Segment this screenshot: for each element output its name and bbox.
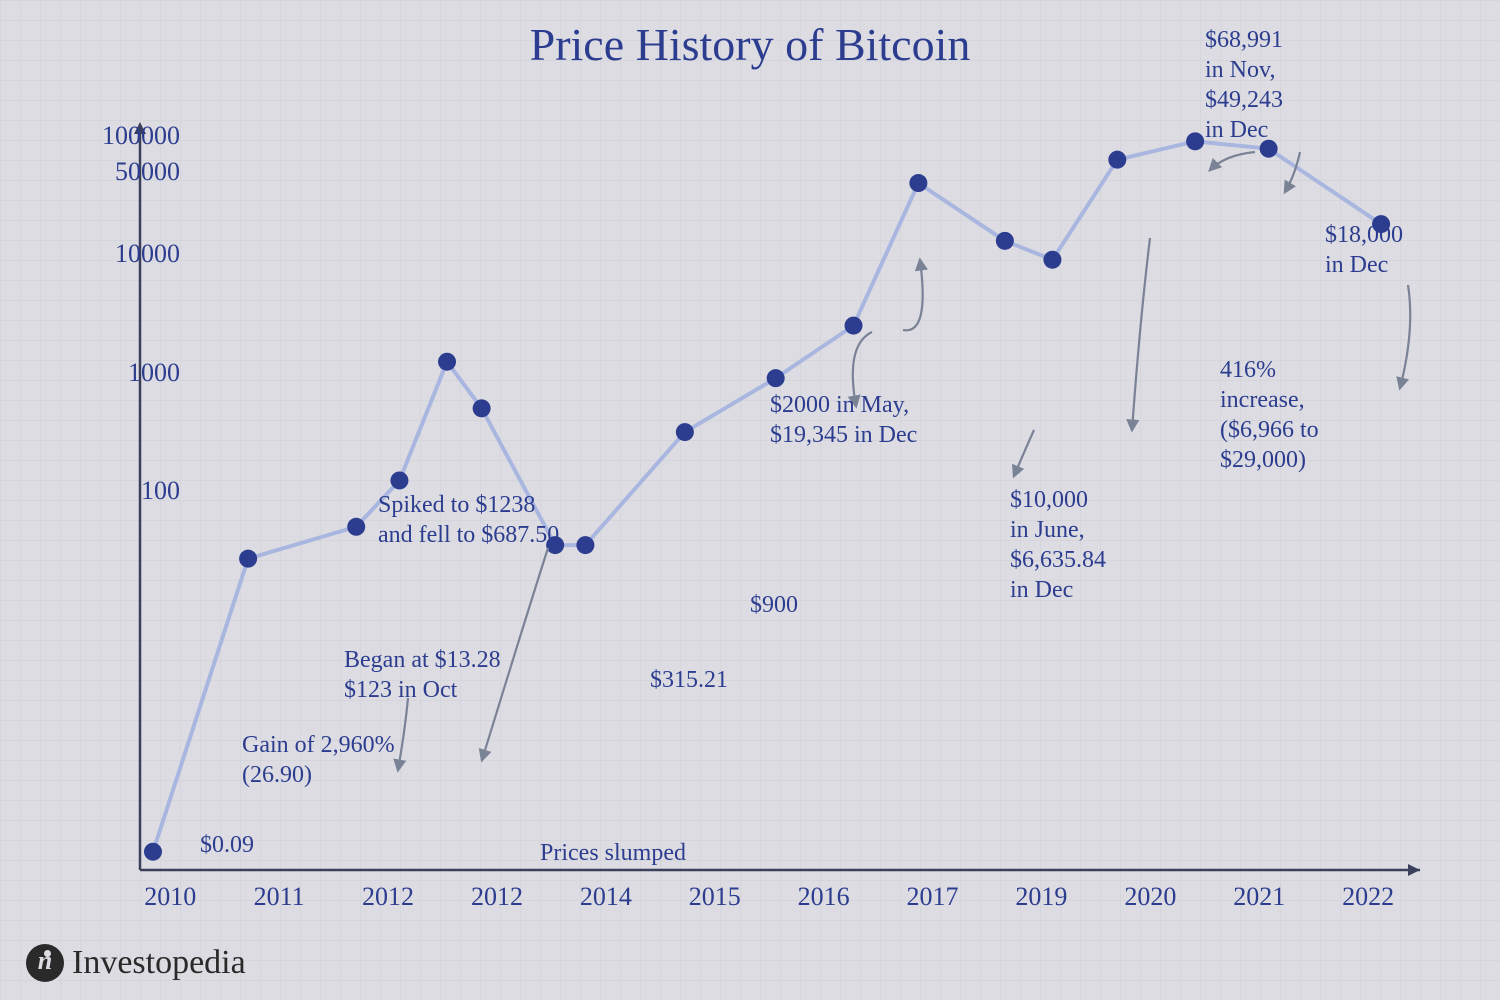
chart-annotation: $0.09: [200, 830, 254, 860]
x-tick-label: 2014: [580, 882, 632, 912]
x-tick-label: 2012: [362, 882, 414, 912]
x-tick-label: 2011: [254, 882, 305, 912]
y-tick-label: 10000: [115, 239, 180, 269]
x-tick-label: 2019: [1015, 882, 1067, 912]
x-tick-label: 2012: [471, 882, 523, 912]
x-tick-label: 2010: [144, 882, 196, 912]
x-tick-label: 2015: [689, 882, 741, 912]
x-tick-label: 2017: [907, 882, 959, 912]
x-tick-label: 2016: [798, 882, 850, 912]
y-tick-label: 100000: [102, 121, 180, 151]
y-tick-label: 100: [141, 476, 180, 506]
chart-annotation: $900: [750, 590, 798, 620]
x-tick-label: 2020: [1124, 882, 1176, 912]
chart-annotation: Gain of 2,960% (26.90): [242, 730, 395, 790]
y-tick-label: 1000: [128, 358, 180, 388]
x-tick-label: 2022: [1342, 882, 1394, 912]
chart-annotation: $2000 in May, $19,345 in Dec: [770, 390, 917, 450]
chart-annotation: $10,000 in June, $6,635.84 in Dec: [1010, 485, 1106, 605]
chart-annotation: $315.21: [650, 665, 728, 695]
chart-annotation: $68,991 in Nov, $49,243 in Dec: [1205, 25, 1283, 145]
y-tick-label: 50000: [115, 157, 180, 187]
investopedia-icon: [26, 944, 64, 982]
chart-annotation: $18,000 in Dec: [1325, 220, 1403, 280]
chart-annotation: Began at $13.28 $123 in Oct: [344, 645, 501, 705]
x-tick-label: 2021: [1233, 882, 1285, 912]
chart-annotation: Spiked to $1238 and fell to $687.50: [378, 490, 559, 550]
chart-annotation: 416% increase, ($6,966 to $29,000): [1220, 355, 1319, 475]
chart-annotation: Prices slumped: [540, 838, 686, 868]
brand-name: Investopedia: [72, 944, 246, 982]
brand-logo: Investopedia: [26, 944, 246, 982]
